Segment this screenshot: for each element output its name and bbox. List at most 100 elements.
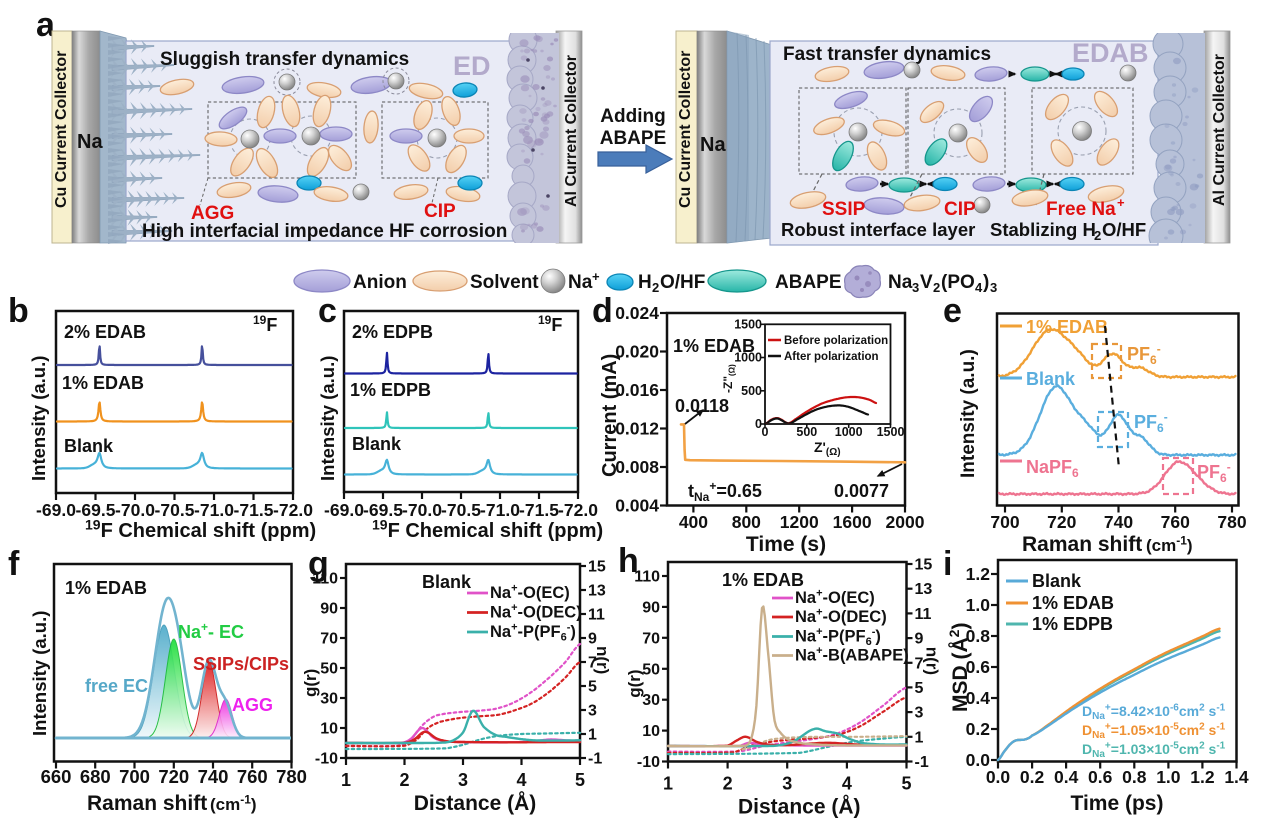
svg-text:Adding: Adding bbox=[600, 106, 665, 127]
svg-text:0.0118: 0.0118 bbox=[675, 396, 729, 416]
svg-text:1% EDAB: 1% EDAB bbox=[1032, 593, 1114, 613]
svg-text:-70.0: -70.0 bbox=[402, 500, 442, 520]
svg-text:-69.0: -69.0 bbox=[324, 500, 364, 520]
svg-text:g(r): g(r) bbox=[625, 669, 644, 697]
svg-text:0.0: 0.0 bbox=[986, 767, 1011, 787]
svg-text:0: 0 bbox=[755, 417, 762, 431]
svg-text:19​F Chemical shift (ppm): 19​F Chemical shift (ppm) bbox=[372, 516, 603, 542]
svg-text:0.0: 0.0 bbox=[966, 750, 991, 770]
svg-text:1000: 1000 bbox=[835, 425, 863, 439]
svg-text:5: 5 bbox=[588, 679, 597, 696]
svg-text:-71.5: -71.5 bbox=[519, 500, 559, 520]
svg-text:Raman shift: Raman shift bbox=[87, 792, 207, 815]
svg-text:Na+​-O(DEC): Na+​-O(DEC) bbox=[490, 602, 582, 621]
svg-text:2% EDAB: 2% EDAB bbox=[64, 322, 146, 342]
svg-text:15: 15 bbox=[588, 559, 606, 576]
svg-text:Free Na: Free Na bbox=[1046, 199, 1116, 220]
svg-text:-72.0: -72.0 bbox=[558, 500, 598, 520]
svg-text:Blank: Blank bbox=[352, 434, 402, 454]
svg-text:1.4: 1.4 bbox=[1224, 767, 1249, 787]
svg-text:7: 7 bbox=[588, 655, 597, 672]
svg-text:ED: ED bbox=[453, 51, 491, 81]
svg-text:Al Current Collector: Al Current Collector bbox=[563, 55, 580, 207]
svg-text:(cm-1​): (cm-1​) bbox=[1146, 534, 1193, 556]
svg-text:Na: Na bbox=[700, 134, 726, 156]
svg-text:-10: -10 bbox=[637, 754, 660, 771]
svg-text:Current (mA): Current (mA) bbox=[599, 354, 621, 477]
svg-text:70: 70 bbox=[642, 630, 660, 647]
svg-text:-69.5: -69.5 bbox=[76, 500, 116, 520]
svg-text:Na+​-O(DEC): Na+​-O(DEC) bbox=[795, 607, 887, 626]
svg-text:2: 2 bbox=[933, 280, 940, 295]
svg-text:0.020: 0.020 bbox=[615, 342, 659, 362]
svg-text:0.6: 0.6 bbox=[1088, 767, 1113, 787]
svg-text:780: 780 bbox=[1217, 512, 1246, 532]
svg-text:1000: 1000 bbox=[734, 351, 762, 365]
svg-text:Z'(Ω)​: Z'(Ω)​ bbox=[814, 439, 841, 458]
svg-text:Distance (Å): Distance (Å) bbox=[414, 791, 537, 815]
svg-text:PF6​-​: PF6​-​ bbox=[1127, 342, 1161, 367]
svg-text:-71.0: -71.0 bbox=[480, 500, 520, 520]
svg-text:tNa​+​=0.65: tNa​+​=0.65 bbox=[688, 479, 762, 504]
svg-text:Solvent: Solvent bbox=[470, 272, 539, 293]
svg-text:50: 50 bbox=[320, 661, 338, 678]
svg-text:Blank: Blank bbox=[64, 436, 114, 456]
svg-text:-1: -1 bbox=[588, 751, 602, 768]
svg-text:2: 2 bbox=[723, 774, 733, 794]
svg-text:1: 1 bbox=[663, 774, 673, 794]
svg-text:Cu Current Collector: Cu Current Collector bbox=[53, 51, 70, 208]
svg-text:i: i bbox=[943, 545, 952, 583]
svg-text:AGG: AGG bbox=[232, 695, 273, 715]
svg-text:(cm-1​): (cm-1​) bbox=[210, 793, 257, 815]
svg-text:10: 10 bbox=[642, 723, 660, 740]
svg-text:0.2: 0.2 bbox=[1020, 767, 1045, 787]
svg-text:Blank: Blank bbox=[1026, 369, 1076, 389]
svg-text:3: 3 bbox=[990, 280, 997, 295]
svg-text:500: 500 bbox=[741, 384, 762, 398]
svg-text:High interfacial impedance HF: High interfacial impedance HF corrosion bbox=[142, 221, 507, 242]
svg-text:Al Current Collector: Al Current Collector bbox=[1211, 54, 1228, 206]
svg-text:0.4: 0.4 bbox=[966, 688, 991, 708]
svg-text:3: 3 bbox=[588, 703, 597, 720]
svg-text:f: f bbox=[8, 545, 20, 583]
svg-text:g: g bbox=[308, 545, 329, 583]
svg-text:Anion: Anion bbox=[353, 272, 407, 293]
svg-text:9: 9 bbox=[588, 631, 597, 648]
svg-text:Robust interface layer: Robust interface layer bbox=[781, 219, 975, 240]
svg-text:0.8: 0.8 bbox=[966, 626, 991, 646]
svg-text:DNa​+​=1.05×10-5​cm2​ s-1​: DNa​+​=1.05×10-5​cm2​ s-1​ bbox=[1082, 722, 1226, 741]
svg-text:Intensity (a.u.): Intensity (a.u.) bbox=[958, 349, 979, 478]
svg-text:5: 5 bbox=[575, 770, 585, 790]
svg-text:ABAPE: ABAPE bbox=[775, 272, 842, 293]
svg-text:9: 9 bbox=[915, 631, 924, 648]
svg-text:Na+​- EC: Na+​- EC bbox=[178, 620, 244, 642]
svg-text:70: 70 bbox=[320, 631, 338, 648]
svg-text:400: 400 bbox=[679, 512, 708, 532]
svg-text:1% EDAB: 1% EDAB bbox=[62, 373, 144, 393]
svg-text:n(r): n(r) bbox=[923, 647, 942, 675]
svg-text:AGG: AGG bbox=[191, 203, 234, 224]
svg-text:-70.5: -70.5 bbox=[441, 500, 481, 520]
svg-text:Intensity (a.u.): Intensity (a.u.) bbox=[317, 356, 338, 481]
svg-text:1% EDPB: 1% EDPB bbox=[350, 380, 431, 400]
svg-text:50: 50 bbox=[642, 661, 660, 678]
svg-text:-71.0: -71.0 bbox=[194, 500, 234, 520]
svg-text:Blank: Blank bbox=[422, 572, 472, 592]
svg-text:0.6: 0.6 bbox=[966, 657, 991, 677]
svg-text:700: 700 bbox=[990, 512, 1019, 532]
svg-text:680: 680 bbox=[80, 766, 111, 787]
svg-text:MSD (Å2​): MSD (Å2​) bbox=[946, 623, 972, 712]
svg-text:800: 800 bbox=[732, 512, 761, 532]
svg-text:2% EDPB: 2% EDPB bbox=[352, 322, 433, 342]
svg-text:1.0: 1.0 bbox=[966, 595, 991, 615]
svg-text:(PO: (PO bbox=[941, 272, 975, 293]
svg-text:0.016: 0.016 bbox=[615, 380, 659, 400]
svg-text:O/HF: O/HF bbox=[1102, 219, 1146, 240]
svg-text:Before polarization: Before polarization bbox=[784, 335, 888, 347]
svg-text:CIP: CIP bbox=[424, 201, 456, 222]
svg-text:1: 1 bbox=[341, 770, 351, 790]
svg-text:-69.0: -69.0 bbox=[36, 500, 76, 520]
svg-text:1600: 1600 bbox=[833, 512, 872, 532]
svg-text:H: H bbox=[638, 272, 652, 293]
svg-text:740: 740 bbox=[198, 766, 229, 787]
